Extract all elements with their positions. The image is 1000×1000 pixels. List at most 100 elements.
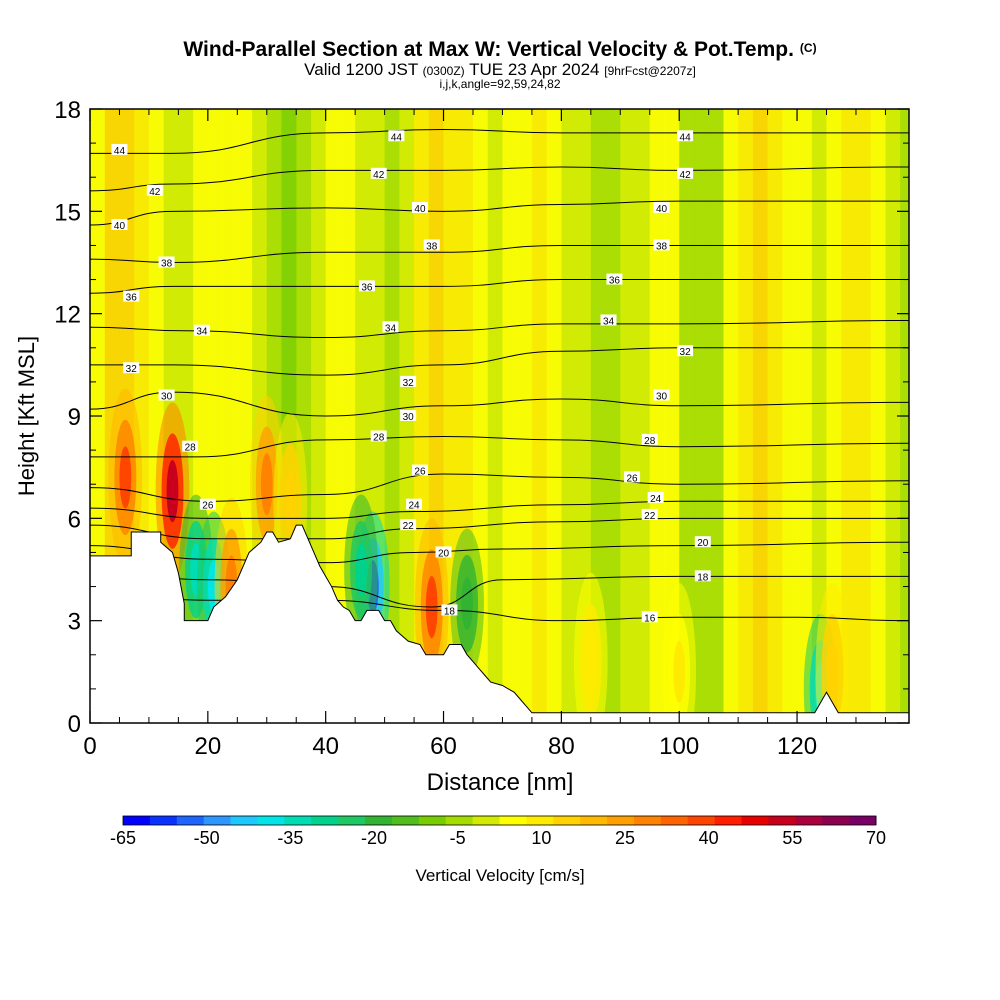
theta-label-bg [653, 389, 670, 401]
colorbar-tick-label: -50 [194, 828, 220, 848]
theta-label: 26 [414, 467, 426, 478]
theta-label-bg [406, 498, 423, 510]
theta-contour-28 [90, 435, 909, 458]
y-tick-label: 9 [68, 404, 81, 431]
theta-label: 44 [680, 132, 692, 143]
velocity-cell [260, 453, 273, 516]
theta-contour-30 [90, 391, 909, 417]
plot-area: 44 44 44 42 42 42 40 40 40 38 38 38 36 36 36 34 34 34 32 32… [90, 109, 909, 723]
theta-label: 40 [656, 204, 668, 215]
colorbar-tick-label: 25 [615, 828, 635, 848]
velocity-cell [119, 446, 132, 509]
subtitle-forecast: [9hrFcst@2207z] [604, 64, 696, 78]
theta-label: 30 [403, 412, 415, 423]
theta-label-bg [146, 184, 163, 196]
chart-title-text: Wind-Parallel Section at Max W: Vertical… [183, 38, 794, 61]
theta-label-bg [388, 130, 405, 142]
x-axis-label: Distance [nm] [427, 769, 574, 796]
theta-label-bg [123, 362, 140, 374]
theta-label-bg [677, 167, 694, 179]
velocity-band [679, 109, 695, 723]
theta-label-bg [158, 389, 175, 401]
copyright-mark: (C) [800, 41, 817, 55]
theta-label-bg [600, 314, 617, 326]
x-tick-label: 80 [548, 733, 575, 760]
velocity-band [620, 109, 636, 723]
y-tick-label: 18 [54, 97, 81, 124]
velocity-cell [284, 470, 297, 533]
theta-label: 36 [126, 293, 138, 304]
chart-subtitle: Valid 1200 JST (0300Z) TUE 23 Apr 2024 [… [304, 60, 696, 79]
x-tick-label: 120 [777, 733, 817, 760]
theta-contour-24 [90, 500, 909, 519]
theta-label: 40 [114, 221, 126, 232]
theta-label: 24 [409, 501, 421, 512]
colorbar-swatch [418, 816, 447, 825]
velocity-band [649, 109, 665, 723]
theta-label: 20 [697, 538, 709, 549]
velocity-band [590, 109, 607, 723]
velocity-band [767, 109, 783, 723]
colorbar-swatch [849, 816, 877, 825]
colorbar-swatch [338, 816, 366, 825]
colorbar-swatch [633, 816, 662, 825]
colorbar-swatch [687, 816, 716, 825]
theta-label-bg [199, 498, 216, 510]
theta-label-bg [677, 345, 694, 357]
theta-contour-40 [90, 200, 909, 226]
velocity-band [502, 109, 518, 723]
theta-label-bg [111, 143, 128, 155]
theta-label: 34 [385, 323, 397, 334]
velocity-band [885, 109, 901, 723]
colorbar-swatch [607, 816, 635, 825]
theta-contour-18 [90, 569, 909, 608]
colorbar: -65 -50 -35 -20 -5 10 25 40 55 70 [110, 815, 886, 848]
x-tick-label: 60 [430, 733, 457, 760]
x-tick-label: 20 [194, 733, 221, 760]
theta-label: 30 [161, 392, 173, 403]
velocity-band [487, 109, 503, 723]
x-tick-label: 0 [83, 733, 96, 760]
theta-label-bg [677, 130, 694, 142]
theta-label: 16 [644, 613, 656, 624]
theta-label: 28 [373, 432, 385, 443]
colorbar-tick-label: 70 [866, 828, 886, 848]
velocity-cell [355, 543, 367, 596]
theta-label-bg [641, 508, 658, 520]
theta-label: 20 [438, 548, 450, 559]
colorbar-swatch [149, 816, 178, 825]
colorbar-frame [122, 815, 877, 826]
theta-label-bg [400, 410, 417, 421]
y-tick-label: 15 [54, 199, 81, 226]
colorbar-tick-label: 40 [699, 828, 719, 848]
x-tick-label: 40 [312, 733, 339, 760]
subtitle-utc: (0300Z) [423, 64, 465, 78]
theta-label: 28 [644, 436, 656, 447]
theta-label: 38 [426, 241, 438, 252]
chart-title: Wind-Parallel Section at Max W: Vertical… [183, 38, 816, 61]
velocity-band [870, 109, 886, 723]
velocity-band [664, 109, 680, 723]
colorbar-swatch [311, 816, 339, 825]
theta-contour-32 [90, 347, 909, 376]
theta-label-bg [182, 440, 199, 452]
velocity-band [635, 109, 651, 723]
velocity-band [723, 109, 739, 723]
velocity-band [517, 109, 533, 723]
velocity-band [738, 109, 754, 723]
theta-label: 42 [149, 187, 161, 198]
colorbar-swatch [553, 816, 581, 825]
colorbar-swatch [714, 816, 743, 825]
colorbar-swatch [365, 816, 393, 825]
colorbar-swatch [176, 816, 205, 825]
colorbar-swatch [795, 816, 823, 825]
theta-label-bg [423, 239, 440, 251]
y-tick-label: 6 [68, 506, 81, 533]
theta-contour-22 [90, 517, 909, 540]
colorbar-swatch [123, 816, 151, 825]
theta-label-bg [123, 290, 140, 302]
theta-label: 32 [403, 378, 415, 389]
theta-label-bg [370, 167, 387, 179]
theta-label: 44 [114, 146, 126, 157]
colorbar-swatch [203, 816, 232, 825]
